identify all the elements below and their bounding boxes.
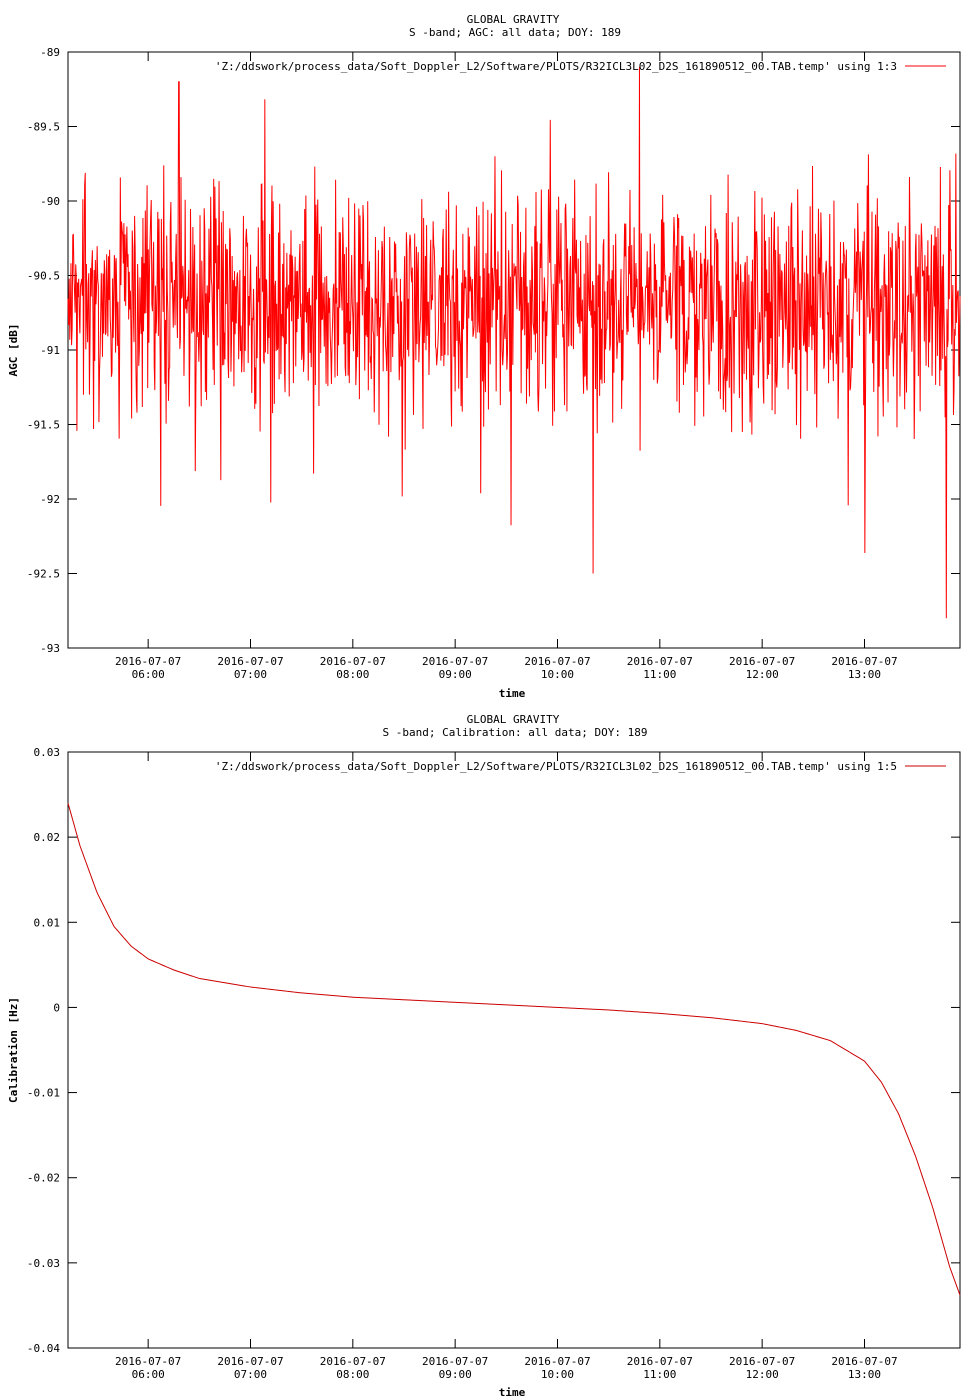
x-tick-date-label: 2016-07-07 [115,1355,181,1368]
x-tick-time-label: 06:00 [132,668,165,681]
x-tick-time-label: 09:00 [439,668,472,681]
y-tick-label: -0.03 [27,1257,60,1270]
x-tick-date-label: 2016-07-07 [627,1355,693,1368]
x-tick-time-label: 10:00 [541,668,574,681]
agc-y-axis-label: AGC [dB] [7,324,20,377]
y-tick-label: -0.04 [27,1342,60,1355]
calibration-x-axis: 2016-07-0706:002016-07-0707:002016-07-07… [115,752,898,1381]
x-tick-date-label: 2016-07-07 [320,1355,386,1368]
x-tick-time-label: 08:00 [336,1368,369,1381]
calibration-legend-label: 'Z:/ddswork/process_data/Soft_Doppler_L2… [215,760,897,773]
x-tick-time-label: 12:00 [746,1368,779,1381]
x-tick-date-label: 2016-07-07 [524,655,590,668]
agc-series-line [67,66,961,619]
calibration-chart-title: GLOBAL GRAVITY [467,713,560,726]
x-tick-time-label: 10:00 [541,1368,574,1381]
x-tick-time-label: 11:00 [643,668,676,681]
x-tick-date-label: 2016-07-07 [524,1355,590,1368]
x-tick-time-label: 07:00 [234,668,267,681]
y-tick-label: -89 [40,46,60,59]
agc-legend-label: 'Z:/ddswork/process_data/Soft_Doppler_L2… [215,60,897,73]
calibration-y-axis: 0.03 0.02 0.01 0 -0.01 -0.02 -0.03 -0.04 [27,746,960,1355]
y-tick-label: 0 [53,1001,60,1014]
calibration-x-axis-label: time [499,1386,526,1399]
y-tick-label: 0.01 [34,916,61,929]
y-tick-label: 0.03 [34,746,61,759]
x-tick-date-label: 2016-07-07 [422,655,488,668]
x-tick-date-label: 2016-07-07 [729,655,795,668]
y-tick-label: -90.5 [27,270,60,283]
agc-x-axis-label: time [499,687,526,700]
x-tick-date-label: 2016-07-07 [831,655,897,668]
x-tick-date-label: 2016-07-07 [217,655,283,668]
x-tick-date-label: 2016-07-07 [217,1355,283,1368]
x-tick-time-label: 13:00 [848,1368,881,1381]
agc-chart-subtitle: S -band; AGC: all data; DOY: 189 [409,26,621,39]
agc-x-axis: 2016-07-0706:002016-07-0707:002016-07-07… [115,52,898,681]
calibration-chart-subtitle: S -band; Calibration: all data; DOY: 189 [383,726,648,739]
x-tick-date-label: 2016-07-07 [320,655,386,668]
x-tick-time-label: 07:00 [234,1368,267,1381]
x-tick-time-label: 06:00 [132,1368,165,1381]
y-tick-label: -91 [40,344,60,357]
x-tick-date-label: 2016-07-07 [831,1355,897,1368]
y-tick-label: -0.02 [27,1172,60,1185]
x-tick-date-label: 2016-07-07 [729,1355,795,1368]
y-tick-label: -90 [40,195,60,208]
x-tick-date-label: 2016-07-07 [422,1355,488,1368]
x-tick-time-label: 08:00 [336,668,369,681]
x-tick-time-label: 12:00 [746,668,779,681]
calibration-y-axis-label: Calibration [Hz] [7,997,20,1103]
y-tick-label: -93 [40,642,60,655]
agc-chart-title: GLOBAL GRAVITY [467,13,560,26]
x-tick-time-label: 13:00 [848,668,881,681]
x-tick-time-label: 11:00 [643,1368,676,1381]
y-tick-label: -89.5 [27,121,60,134]
calibration-series-line [67,802,961,1296]
y-tick-label: 0.02 [34,831,61,844]
calibration-chart: GLOBAL GRAVITY S -band; Calibration: all… [7,713,961,1399]
calibration-series [67,802,961,1296]
y-tick-label: -91.5 [27,419,60,432]
y-tick-label: -0.01 [27,1087,60,1100]
x-tick-date-label: 2016-07-07 [115,655,181,668]
y-tick-label: -92.5 [27,568,60,581]
y-tick-label: -92 [40,493,60,506]
x-tick-date-label: 2016-07-07 [627,655,693,668]
x-tick-time-label: 09:00 [439,1368,472,1381]
agc-chart: GLOBAL GRAVITY S -band; AGC: all data; D… [7,13,961,700]
agc-y-axis: -89 -89.5 -90 -90.5 -91 -91.5 -92 -92.5 -93 [27,46,960,655]
calibration-plot-frame [67,751,961,1349]
agc-series [67,66,961,619]
